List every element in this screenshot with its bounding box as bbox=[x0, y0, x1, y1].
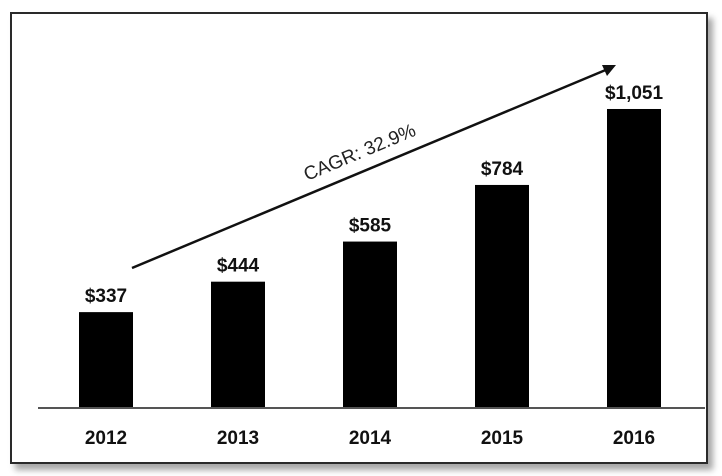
x-tick-2014: 2014 bbox=[349, 428, 392, 449]
bar-2015 bbox=[475, 184, 529, 408]
bar-2016 bbox=[607, 108, 661, 408]
cagr-arrow bbox=[131, 65, 616, 270]
value-labels-group: $337 $444 $585 $784 $1,051 bbox=[85, 83, 664, 307]
x-tick-2016: 2016 bbox=[613, 428, 655, 449]
bar-2014 bbox=[343, 241, 397, 408]
value-label-2012: $337 bbox=[85, 286, 127, 307]
x-tick-2015: 2015 bbox=[481, 428, 524, 449]
cagr-annotation: CAGR: 32.9% bbox=[301, 120, 419, 185]
bars-group bbox=[79, 108, 661, 408]
value-label-2014: $585 bbox=[349, 216, 392, 237]
x-tick-2012: 2012 bbox=[85, 428, 127, 449]
value-label-2015: $784 bbox=[481, 159, 524, 180]
value-label-2013: $444 bbox=[217, 256, 260, 277]
x-tick-labels-group: 2012 2013 2014 2015 2016 bbox=[85, 428, 655, 449]
bar-2012 bbox=[79, 312, 133, 408]
value-label-2016: $1,051 bbox=[605, 83, 664, 104]
bar-2013 bbox=[211, 281, 265, 408]
x-tick-2013: 2013 bbox=[217, 428, 259, 449]
